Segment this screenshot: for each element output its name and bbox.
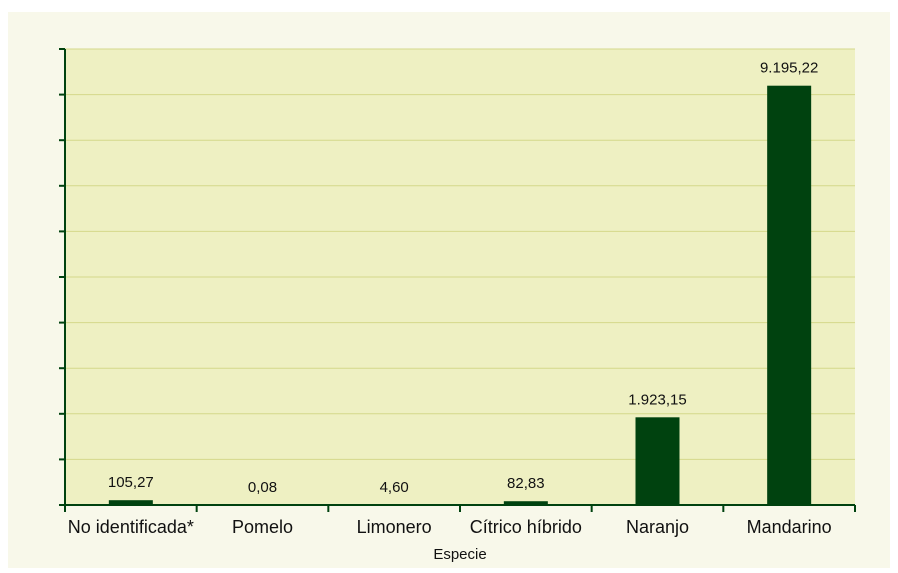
bar <box>372 504 417 506</box>
data-label: 0,08 <box>248 479 277 496</box>
data-label: 1.923,15 <box>628 391 686 408</box>
x-tick-label: Mandarino <box>747 517 832 537</box>
x-tick-label: No identificada* <box>68 517 194 537</box>
bar <box>635 417 680 505</box>
bar <box>503 501 548 505</box>
bar <box>240 504 285 506</box>
data-label: 82,83 <box>507 475 545 492</box>
x-tick-label: Pomelo <box>232 517 293 537</box>
x-tick-label: Naranjo <box>626 517 689 537</box>
x-tick-label: Cítrico híbrido <box>470 517 582 537</box>
data-label: 9.195,22 <box>760 60 818 77</box>
x-axis-title: Especie <box>433 546 486 563</box>
data-label: 4,60 <box>380 479 409 496</box>
data-label: 105,27 <box>108 474 154 491</box>
bar <box>108 500 153 505</box>
x-tick-label: Limonero <box>357 517 432 537</box>
bar <box>767 85 812 505</box>
